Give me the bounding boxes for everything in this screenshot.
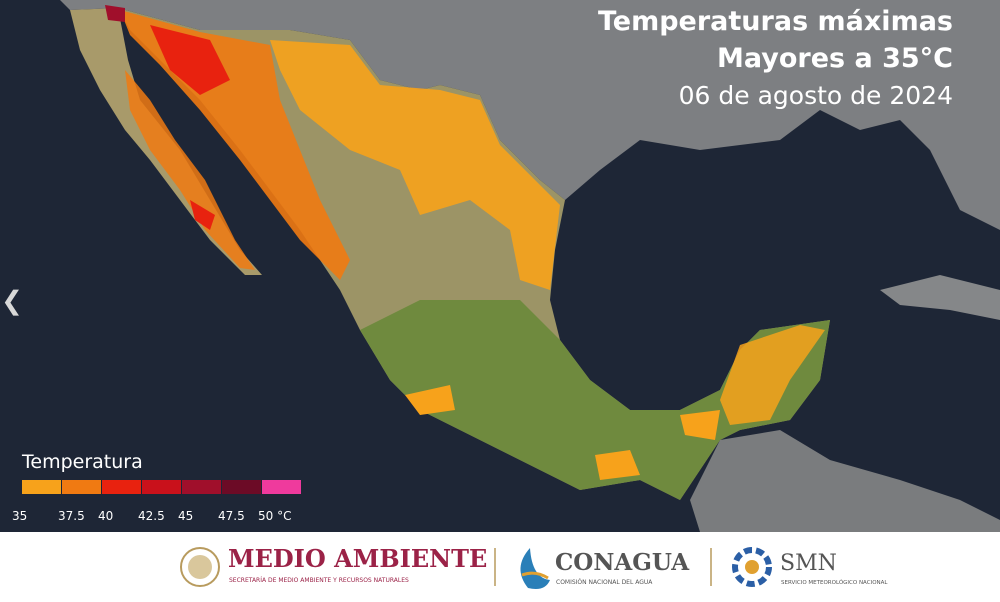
legend-label: 45 [178, 509, 193, 523]
legend-label: 50 °C [258, 509, 291, 523]
legend-label: 35 [12, 509, 27, 523]
conagua-logo [520, 548, 550, 589]
southern-vegetation [360, 300, 830, 500]
central-america-land [690, 430, 1000, 532]
legend-swatch [142, 480, 181, 494]
legend-label: 40 [98, 509, 113, 523]
legend-title: Temperatura [21, 451, 143, 473]
prev-arrow[interactable]: ❮ [1, 287, 23, 317]
smn-subtitle: SERVICIO METEOROLÓGICO NACIONAL [781, 579, 888, 586]
legend-swatch [262, 480, 301, 494]
smn-name: SMN [780, 551, 837, 576]
mexico-mainland [118, 8, 830, 500]
heat-zone [405, 385, 720, 480]
legend-swatch [222, 480, 261, 494]
map-title: Temperaturas máximas [598, 6, 953, 37]
legend-label: 47.5 [218, 509, 245, 523]
legend-label: 42.5 [138, 509, 165, 523]
footer [0, 532, 1000, 602]
legend-swatch [22, 480, 61, 494]
conagua-logo [521, 571, 549, 580]
heat-zone [270, 40, 560, 290]
semarnat-subtitle: SECRETARÍA DE MEDIO AMBIENTE Y RECURSOS … [229, 577, 409, 584]
legend-swatch [62, 480, 101, 494]
legend-label: 37.5 [58, 509, 85, 523]
map-subtitle: Mayores a 35°C [717, 43, 953, 74]
conagua-subtitle: COMISIÓN NACIONAL DEL AGUA [556, 579, 653, 586]
conagua-name: CONAGUA [555, 549, 690, 576]
heat-zone [150, 25, 230, 95]
map-date: 06 de agosto de 2024 [679, 81, 953, 110]
smn-logo [732, 547, 772, 587]
legend-swatch [182, 480, 221, 494]
heat-zone [125, 70, 255, 270]
cuba-land [880, 275, 1000, 320]
legend: 35 37.5 40 42.5 45 47.5 50 °C [12, 480, 301, 523]
heat-zone [105, 5, 125, 22]
heat-zone [190, 200, 215, 230]
legend-swatch [102, 480, 141, 494]
smn-logo [745, 560, 759, 574]
semarnat-emblem [180, 547, 220, 587]
heat-zone [720, 325, 825, 425]
semarnat-emblem [188, 555, 212, 579]
usa-land [60, 0, 1000, 230]
semarnat-name: MEDIO AMBIENTE [228, 544, 487, 573]
heat-zone [120, 10, 350, 280]
